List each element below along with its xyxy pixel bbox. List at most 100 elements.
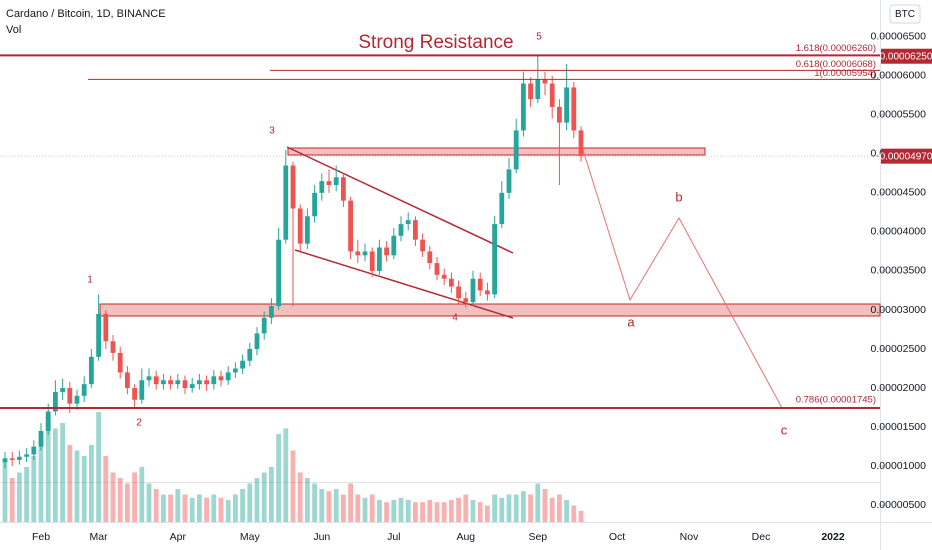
candle-body — [139, 380, 145, 400]
volume-bar — [470, 500, 476, 522]
wave-label: b — [675, 189, 682, 204]
y-tick-label: 0.00003000 — [871, 304, 927, 316]
candle-body — [449, 278, 454, 287]
candle-body — [398, 224, 404, 236]
candle-body — [312, 192, 317, 217]
volume-bar — [398, 497, 404, 522]
level-label: 1(0.00005954) — [814, 68, 876, 79]
volume-bar — [218, 497, 224, 522]
volume-bar — [463, 494, 469, 522]
volume-bar — [125, 483, 130, 522]
candle-body — [377, 247, 382, 271]
candle-body — [470, 278, 476, 303]
volume-bar — [197, 494, 202, 522]
candle-body — [74, 395, 80, 404]
candle-body — [477, 278, 483, 291]
candle-body — [96, 313, 101, 357]
candle-body — [31, 446, 37, 455]
level-label: 0.618(0.00006068) — [796, 59, 876, 70]
candle-body — [175, 380, 181, 385]
candle-body — [24, 454, 29, 457]
candle-body — [384, 247, 389, 256]
candle-body — [290, 165, 296, 209]
y-tick-label: 0.00002500 — [871, 343, 927, 355]
volume-bar — [168, 494, 173, 522]
volume-bar — [578, 511, 584, 522]
candle-body — [132, 388, 137, 400]
candle-body — [326, 181, 332, 186]
volume-bar — [405, 500, 411, 522]
candle-body — [355, 251, 361, 256]
candle-body — [103, 313, 109, 342]
volume-bar — [139, 467, 145, 522]
y-tick-label: 0.00006500 — [871, 30, 927, 42]
volume-bar — [326, 491, 332, 522]
y-tick-label: 0.00003500 — [871, 265, 927, 277]
volume-bar — [81, 456, 87, 522]
volume-bar — [24, 467, 29, 522]
candle-body — [247, 349, 253, 361]
candle-body — [578, 130, 584, 157]
y-tick-label: 0.00006000 — [871, 70, 927, 82]
volume-bar — [369, 494, 375, 522]
volume-bar — [348, 483, 353, 522]
price-tag-label: 0.00006250 — [880, 51, 932, 62]
volume-bar — [103, 456, 109, 522]
volume-bar — [189, 497, 195, 522]
volume-bar — [355, 494, 361, 522]
volume-bar — [449, 500, 454, 522]
candle-body — [513, 130, 519, 170]
candle-body — [391, 235, 397, 256]
y-tick-label: 0.00001000 — [871, 460, 927, 472]
wave-label: a — [627, 314, 635, 329]
volume-bar — [110, 472, 116, 522]
price-tag — [881, 148, 932, 164]
candle-body — [17, 456, 22, 460]
projection-path — [582, 149, 783, 409]
y-tick-label: 0.00001500 — [871, 421, 927, 433]
volume-bar — [434, 502, 440, 522]
candle-body — [571, 87, 577, 131]
volume-bar — [290, 450, 296, 522]
support-zone — [99, 303, 881, 317]
volume-bar — [413, 502, 418, 522]
candles-layer — [2, 54, 584, 469]
volume-bar — [535, 483, 541, 522]
candle-body — [485, 290, 490, 295]
volume-bar — [557, 494, 562, 522]
volume-bar — [276, 434, 281, 522]
currency-badge[interactable] — [889, 4, 921, 24]
volume-bar — [362, 497, 368, 522]
level-label: 1.618(0.00006260) — [796, 43, 876, 54]
candle-body — [456, 286, 461, 299]
x-tick-label: 2022 — [821, 531, 845, 543]
candle-body — [557, 106, 562, 123]
volume-bar — [132, 472, 137, 522]
candle-body — [225, 372, 231, 381]
candle-body — [499, 192, 505, 225]
y-tick-label: 0.00002000 — [871, 382, 927, 394]
volume-bar — [153, 489, 159, 522]
resistance-title: Strong Resistance — [358, 32, 513, 53]
volume-bar — [528, 494, 533, 522]
volume-bar — [506, 494, 512, 522]
candle-body — [549, 83, 555, 107]
x-tick-label: Aug — [456, 531, 475, 543]
candle-body — [189, 384, 195, 389]
candle-body — [161, 380, 166, 385]
volume-bar — [17, 472, 22, 522]
volume-bar — [441, 502, 447, 522]
candle-body — [305, 216, 310, 244]
candle-body — [427, 251, 433, 264]
volume-bar — [38, 439, 44, 522]
volume-bar — [499, 497, 505, 522]
candle-body — [89, 356, 94, 385]
volume-bar — [247, 483, 253, 522]
volume-bar — [182, 494, 188, 522]
price-tag — [881, 48, 932, 64]
resistance-zone — [287, 147, 706, 156]
candle-body — [269, 306, 274, 318]
volume-bar — [297, 472, 303, 522]
x-tick-label: Jun — [313, 531, 330, 543]
volume-bar — [542, 489, 548, 522]
